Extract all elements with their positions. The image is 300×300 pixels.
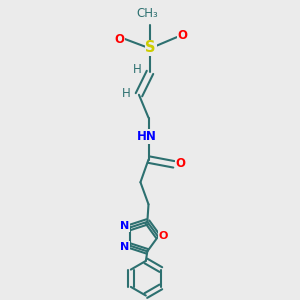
Text: O: O	[176, 157, 185, 170]
Text: N: N	[120, 221, 129, 231]
Text: N: N	[120, 242, 129, 252]
Text: S: S	[145, 40, 156, 56]
Text: O: O	[159, 231, 168, 241]
Text: H: H	[122, 87, 131, 100]
Text: HN: HN	[137, 130, 157, 143]
Text: H: H	[133, 63, 142, 76]
Text: O: O	[114, 33, 124, 46]
Text: CH₃: CH₃	[136, 7, 158, 20]
Text: O: O	[178, 29, 188, 42]
